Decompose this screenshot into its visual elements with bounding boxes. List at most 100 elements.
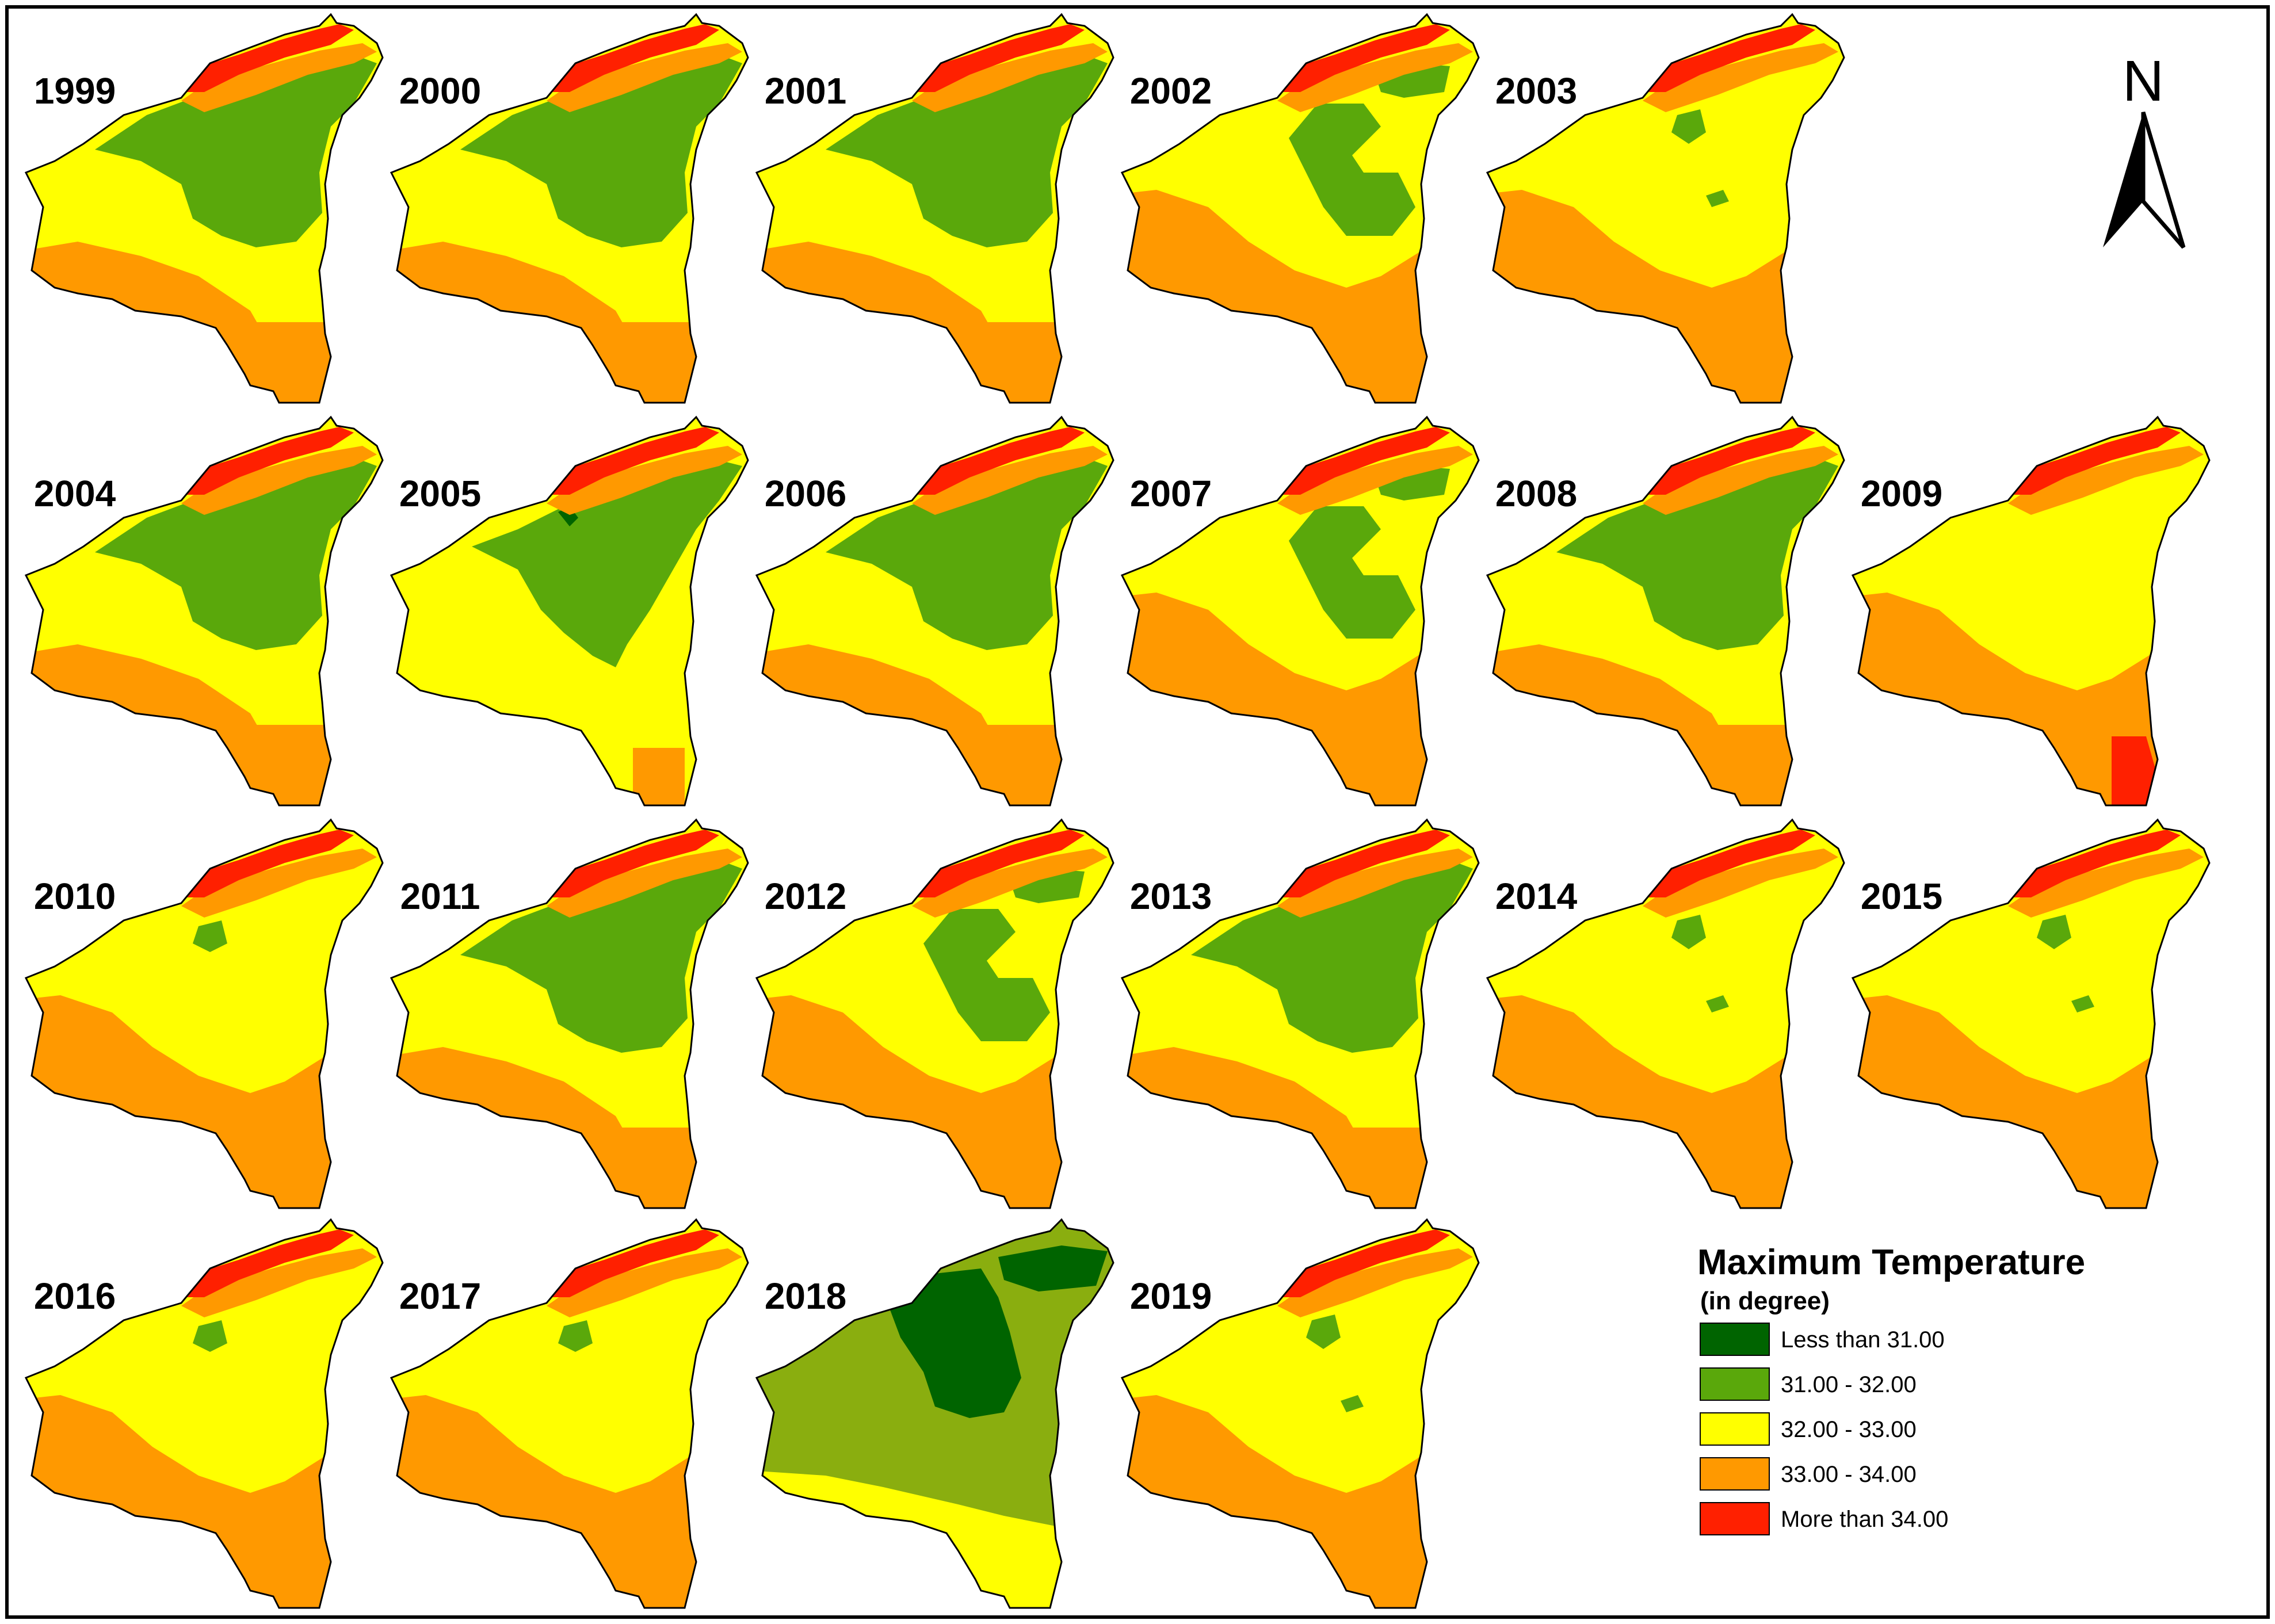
legend-label: 32.00 - 33.00 [1781,1417,1917,1442]
zone-north-red [1277,24,1450,92]
temperature-zone [1671,109,1706,144]
zone-north-red [1643,427,1815,495]
map-year-label: 2010 [34,876,116,917]
legend-items: Less than 31.00 31.00 - 32.00 32.00 - 33.0… [1700,1323,1948,1535]
zone-north-orange [1277,849,1473,918]
zone-north-orange [2008,849,2204,918]
north-arrow-icon [2103,112,2143,247]
temperature-zone [883,1268,1021,1418]
map-year-label: 2014 [1495,876,1578,917]
zone-north-red [1277,830,1450,897]
temperature-zone [998,1245,1108,1291]
zone-north-orange [1277,43,1473,112]
temperature-zone [1289,104,1415,236]
zone-north-red [912,830,1085,897]
legend-label: More than 34.00 [1781,1507,1948,1532]
legend-subtitle: (in degree) [1700,1287,1830,1315]
zone-north-red [181,427,354,495]
zone-north-red [181,830,354,897]
temperature-zone [95,55,377,247]
zone-north-orange [1643,849,1838,918]
map-year-label: 2006 [765,473,846,514]
zone-north-orange [181,849,377,918]
temperature-zone [1706,190,1729,207]
temperature-zone [460,55,742,247]
zone-north-red [181,24,354,92]
zone-north-orange [547,849,742,918]
map-year-label: 2013 [1130,876,1212,917]
legend-label: Less than 31.00 [1781,1327,1945,1352]
zone-north-red [547,24,719,92]
legend-title: Maximum Temperature [1697,1243,2085,1282]
zone-north-orange [912,446,1108,515]
zone-north-orange [547,1248,742,1317]
map-year-label: 2016 [34,1275,116,1317]
temperature-zone [1289,506,1415,639]
zone-north-orange [1643,446,1838,515]
zone-north-orange [181,446,377,515]
temperature-zone [1306,1315,1341,1349]
map-year-label: 2018 [765,1275,846,1317]
temperature-zone [1341,1395,1364,1412]
legend-swatch [1700,1323,1770,1356]
north-arrow: N [2103,49,2186,249]
map-year-label: 2003 [1495,70,1577,112]
zone-north-red [181,1229,354,1297]
map-year-label: 2015 [1861,876,1942,917]
map-year-label: 2017 [399,1275,481,1317]
map-year-label: 2008 [1495,473,1577,514]
zone-north-orange [1277,446,1473,515]
legend-label: 33.00 - 34.00 [1781,1462,1917,1487]
legend-swatch [1700,1412,1770,1446]
temperature-zone [460,860,742,1053]
zone-north-red [1277,1229,1450,1297]
map-year-label: 1999 [34,70,116,112]
legend-swatch [1700,1457,1770,1491]
zone-north-orange [547,446,742,515]
temperature-zone [1706,995,1729,1012]
map-year-label: 2019 [1130,1275,1212,1317]
zone-north-red [1277,427,1450,495]
zone-north-red [2008,830,2181,897]
temperature-zone [2071,995,2094,1012]
map-year-label: 2009 [1861,473,1942,514]
zone-north-orange [912,849,1108,918]
temperature-zone [2112,736,2158,805]
temperature-zone [193,920,227,952]
temperature-zone [472,460,742,667]
zone-north-orange [912,43,1108,112]
map-year-label: 2011 [400,876,480,917]
legend-swatch [1700,1502,1770,1535]
map-year-label: 2000 [399,70,481,112]
zone-north-orange [547,43,742,112]
temperature-zone [2037,915,2071,949]
temperature-zone [1191,860,1473,1053]
zone-north-red [912,24,1085,92]
temperature-zone [633,748,685,805]
zone-north-orange [1277,1248,1473,1317]
temperature-zone [826,55,1108,247]
zone-north-red [547,427,719,495]
legend-swatch [1700,1367,1770,1401]
map-year-label: 2002 [1130,70,1212,112]
map-year-label: 2012 [765,876,846,917]
zone-north-red [1643,830,1815,897]
map-year-label: 2007 [1130,473,1212,514]
zone-north-red [547,1229,719,1297]
temperature-zone [826,457,1108,650]
zone-north-orange [2008,446,2204,515]
zone-north-red [2008,427,2181,495]
legend-label: 31.00 - 32.00 [1781,1372,1917,1397]
legend: Maximum Temperature (in degree) Less tha… [1697,1243,2085,1535]
zone-north-orange [181,43,377,112]
temperature-zone [95,457,377,650]
temperature-zone [1671,915,1706,949]
zone-north-red [912,427,1085,495]
zone-north-red [1643,24,1815,92]
zone-north-orange [1643,43,1838,112]
north-arrow-label: N [2123,49,2164,113]
temperature-zone [193,1320,227,1352]
map-year-label: 2005 [399,473,481,514]
zone-north-orange [181,1248,377,1317]
